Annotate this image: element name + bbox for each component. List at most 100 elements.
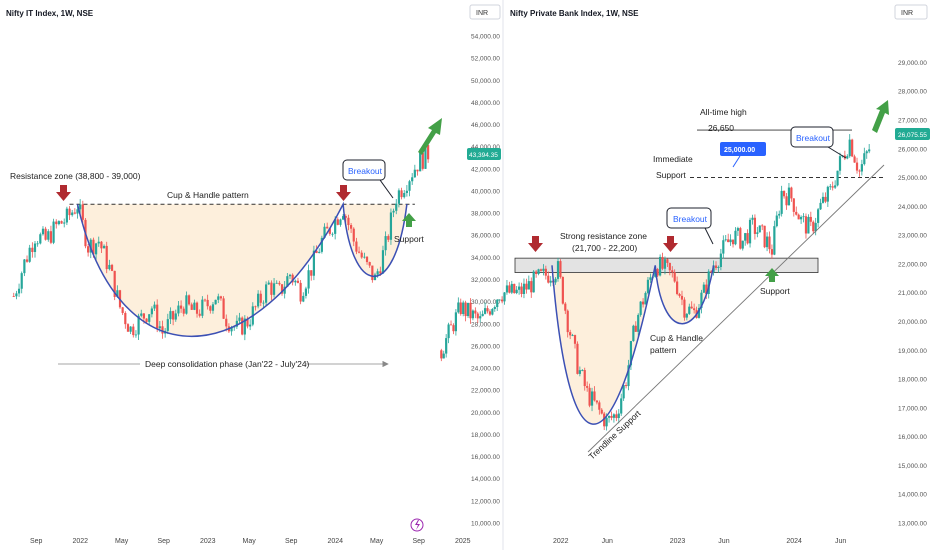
candle-body (595, 400, 598, 403)
candle-body (49, 231, 53, 243)
candle-body (761, 225, 764, 227)
candle-body (387, 236, 390, 240)
left-chart-title: Nifty IT Index, 1W, NSE (6, 9, 94, 18)
candle-body (344, 216, 347, 218)
candle-body (535, 271, 538, 274)
candle-body (97, 241, 100, 244)
y-tick-label: 20,000.00 (898, 319, 927, 326)
right-currency-box[interactable] (894, 4, 928, 20)
candle-body (780, 190, 783, 214)
candle-body (500, 299, 504, 302)
candle-body (505, 285, 509, 293)
candle-body (685, 313, 688, 318)
y-tick-label: 19,000.00 (898, 348, 927, 355)
candle-body (60, 221, 63, 224)
candle-body (47, 231, 50, 240)
candle-body (201, 299, 204, 316)
left-chart: Nifty IT Index, 1W, NSE INR Resistance z… (6, 4, 501, 545)
y-tick-label: 24,000.00 (898, 204, 927, 211)
candle-body (710, 271, 713, 273)
candle-body (403, 193, 406, 198)
candle-body (94, 243, 98, 255)
candle-body (836, 170, 839, 186)
left-x-axis: Sep 2022 May Sep 2023 May Sep 2024 May Sep 2025 (30, 538, 471, 545)
candle-body (561, 276, 564, 304)
candle-body (637, 314, 640, 332)
candle-body (368, 262, 371, 266)
left-cup-fill (77, 204, 407, 337)
candle-body (785, 196, 788, 206)
candle-body (814, 222, 817, 232)
right-immediate-label: Immediate (653, 154, 693, 164)
candle-body (87, 246, 90, 253)
y-tick-label: 32,000.00 (471, 277, 500, 284)
candle-body (209, 306, 212, 311)
right-candles (440, 134, 871, 431)
right-breakout2-pointer (704, 227, 714, 245)
candle-body (33, 243, 37, 253)
candle-body (817, 209, 820, 223)
y-tick-label: 54,000.00 (471, 34, 500, 41)
x-tick-label: 2023 (670, 538, 686, 545)
right-ath-label: All-time high (700, 107, 747, 117)
x-tick-label: Jun (718, 538, 729, 545)
candle-body (520, 286, 523, 295)
right-support-label-2: Support (656, 170, 686, 180)
y-tick-label: 24,000.00 (471, 366, 500, 373)
y-tick-label: 34,000.00 (471, 255, 500, 262)
candle-body (719, 253, 722, 268)
candle-body (126, 324, 130, 332)
right-trendline (587, 164, 885, 453)
candle-body (846, 156, 849, 159)
candle-body (641, 301, 645, 305)
right-arrow-down-icon (528, 236, 543, 252)
candle-body (853, 156, 856, 163)
y-tick-label: 44,000.00 (471, 144, 500, 151)
candle-body (671, 270, 674, 273)
candle-body (89, 239, 92, 253)
y-tick-label: 12,000.00 (471, 498, 500, 505)
candle-body (751, 217, 754, 220)
candle-body (824, 196, 827, 202)
candle-body (257, 293, 260, 307)
candle-body (323, 226, 326, 238)
y-tick-label: 21,000.00 (898, 290, 927, 297)
candle-body (537, 269, 540, 274)
candle-body (206, 299, 209, 307)
candle-body (644, 292, 647, 305)
candle-body (320, 237, 323, 252)
candle-body (464, 302, 467, 317)
candle-body (488, 311, 492, 315)
candle-body (744, 233, 747, 241)
x-tick-label: Sep (158, 538, 171, 545)
left-currency-box[interactable] (469, 4, 501, 20)
candle-body (57, 221, 61, 225)
right-level-badge (720, 142, 766, 156)
candle-body (73, 212, 76, 214)
y-tick-label: 46,000.00 (471, 122, 500, 129)
candle-body (278, 282, 281, 285)
candle-body (700, 292, 703, 308)
candle-body (466, 302, 470, 317)
right-breakout2-label: Breakout (673, 214, 708, 224)
candle-body (615, 414, 618, 419)
candle-body (41, 228, 45, 235)
candle-body (722, 240, 725, 254)
x-tick-label: Jun (835, 538, 846, 545)
candle-body (134, 334, 138, 336)
right-x-axis: 2022 Jun 2023 Jun 2024 Jun (553, 538, 846, 545)
candle-body (607, 415, 611, 418)
candle-body (363, 256, 366, 258)
candle-body (588, 387, 591, 406)
candle-body (790, 187, 793, 199)
candle-body (334, 219, 337, 234)
candle-body (71, 212, 74, 216)
candle-body (302, 295, 305, 302)
candle-body (542, 268, 545, 271)
candle-body (569, 332, 572, 336)
candle-body (373, 274, 377, 281)
candle-body (476, 313, 479, 319)
candle-body (352, 228, 355, 242)
left-y-axis: 10,000.00 12,000.00 14,000.00 16,000.00 18,0… (471, 34, 500, 528)
x-tick-label: Jun (602, 538, 613, 545)
